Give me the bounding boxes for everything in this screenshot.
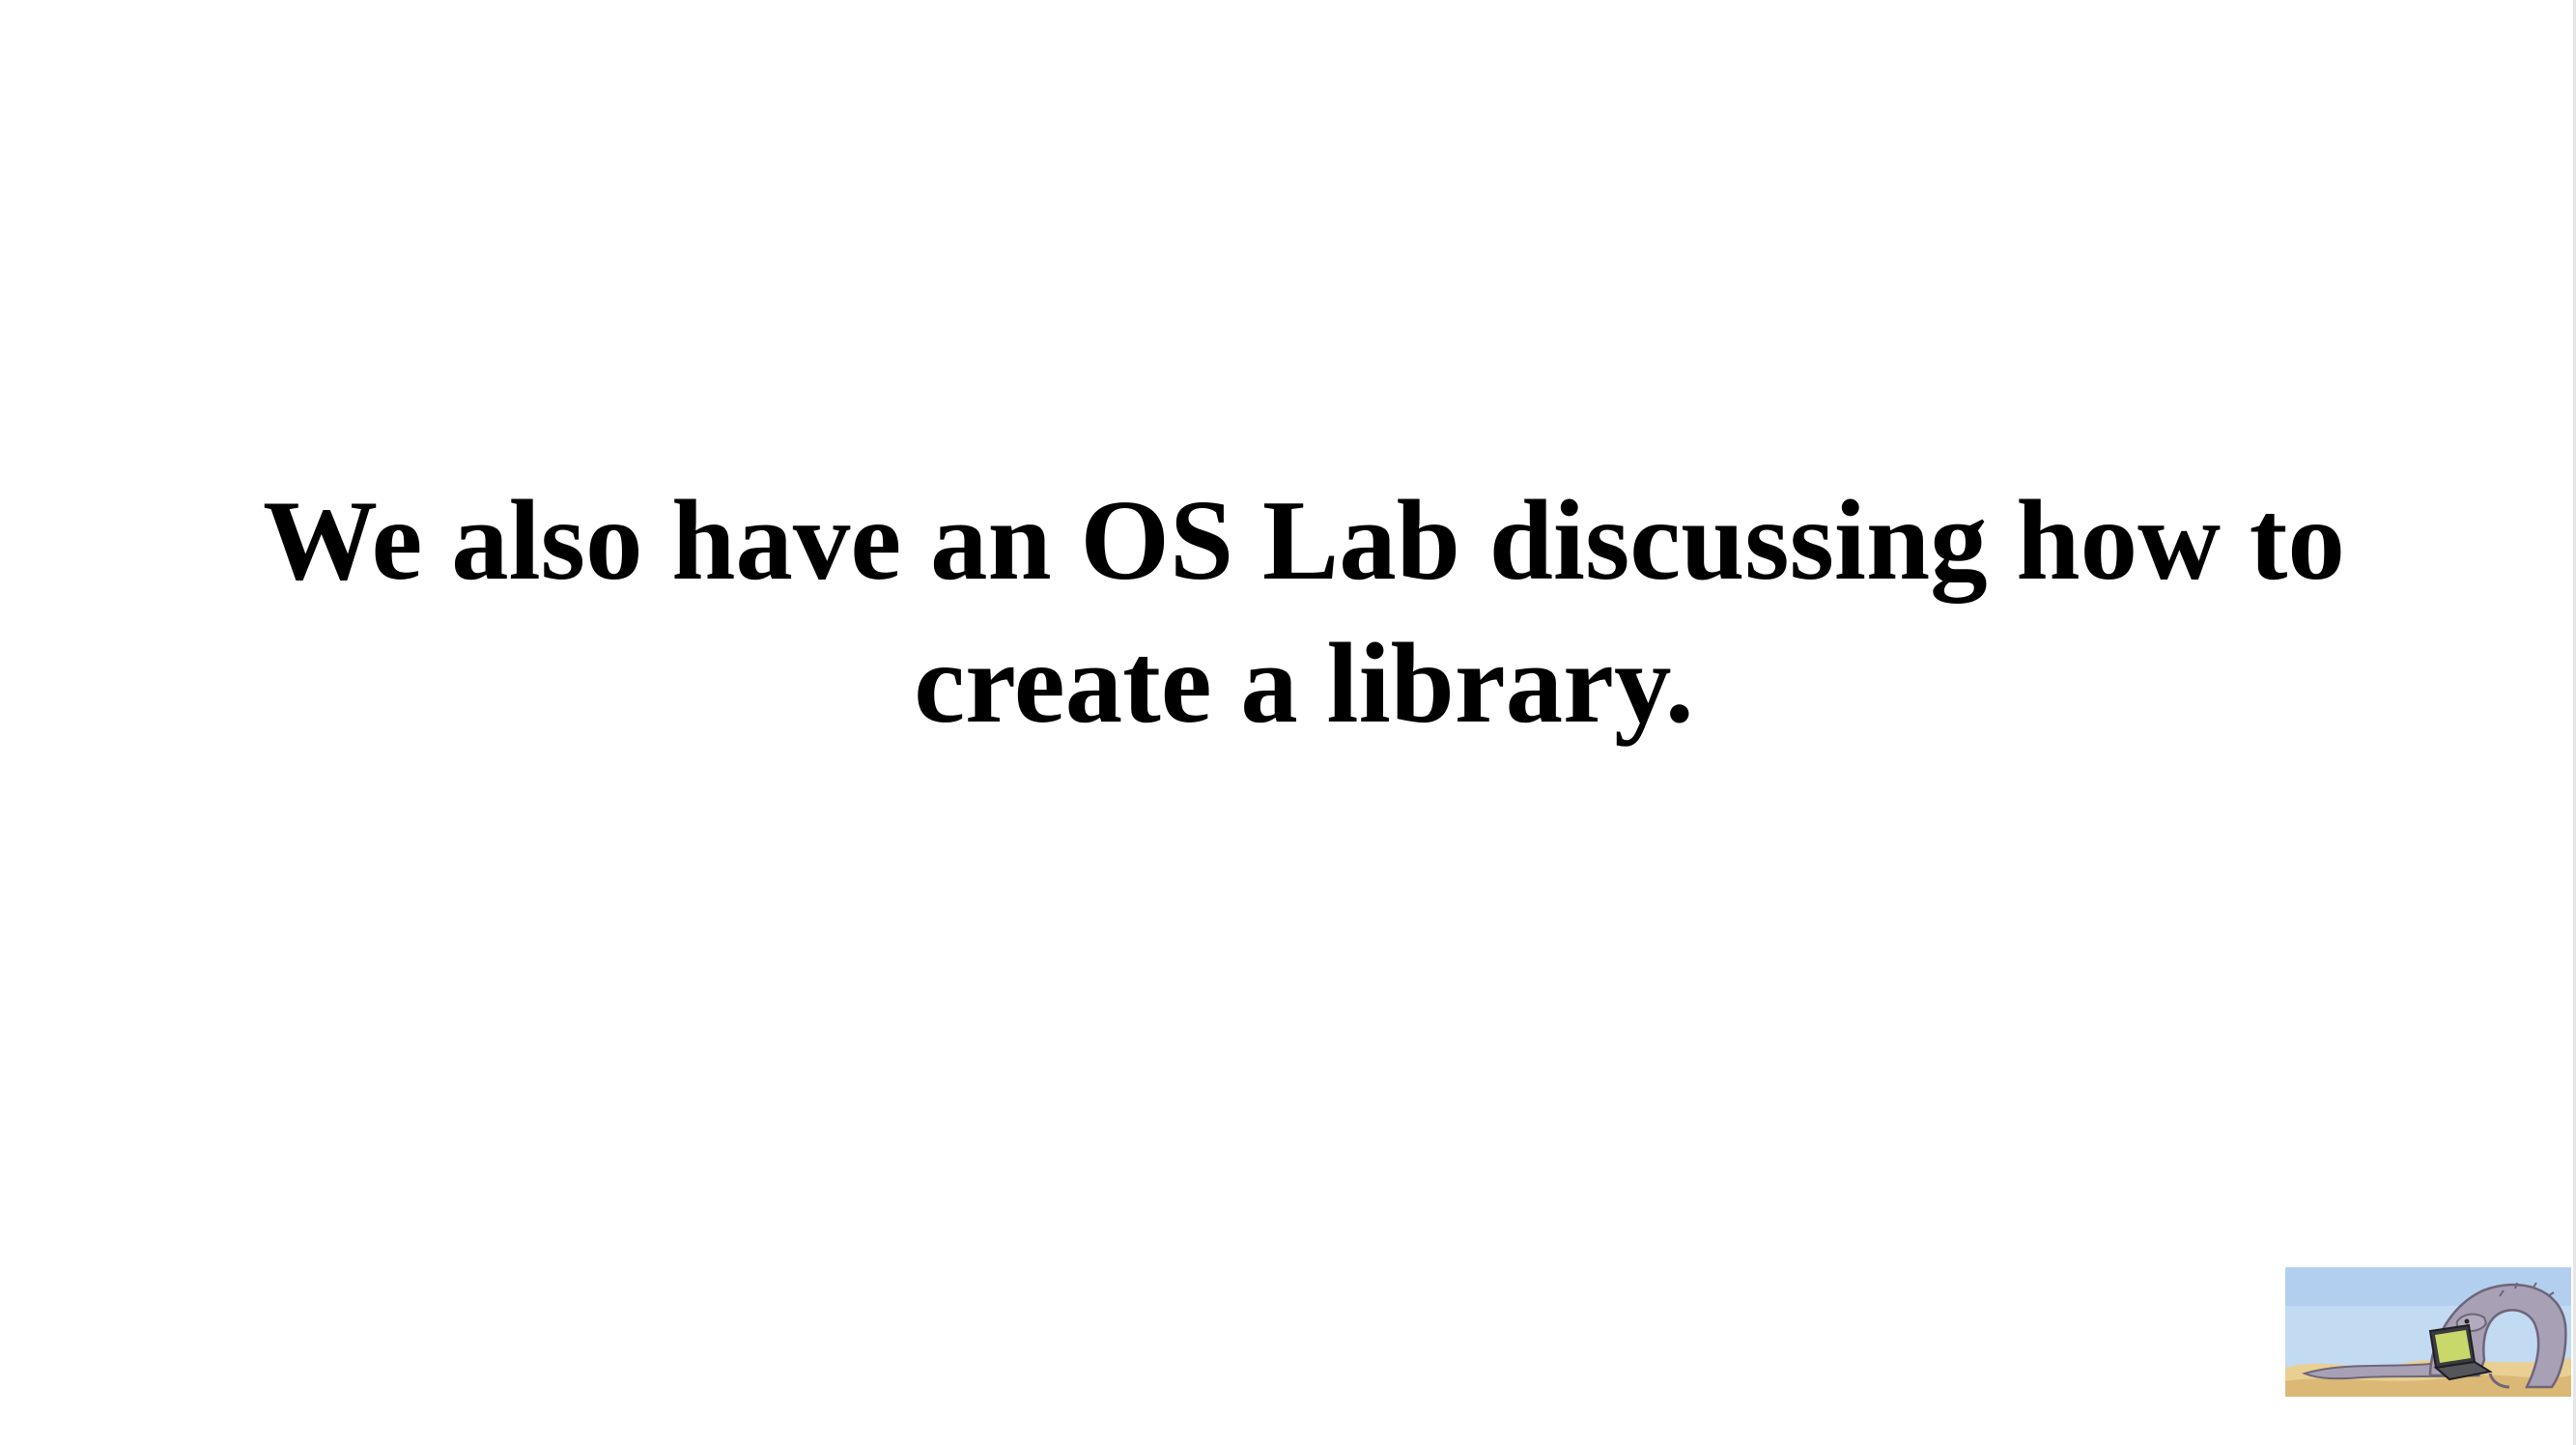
slide-edge-divider bbox=[2573, 0, 2576, 1445]
dinosaur-with-laptop-icon bbox=[2285, 1267, 2571, 1397]
slide-body-text: We also have an OS Lab discussing how to… bbox=[263, 476, 2345, 747]
